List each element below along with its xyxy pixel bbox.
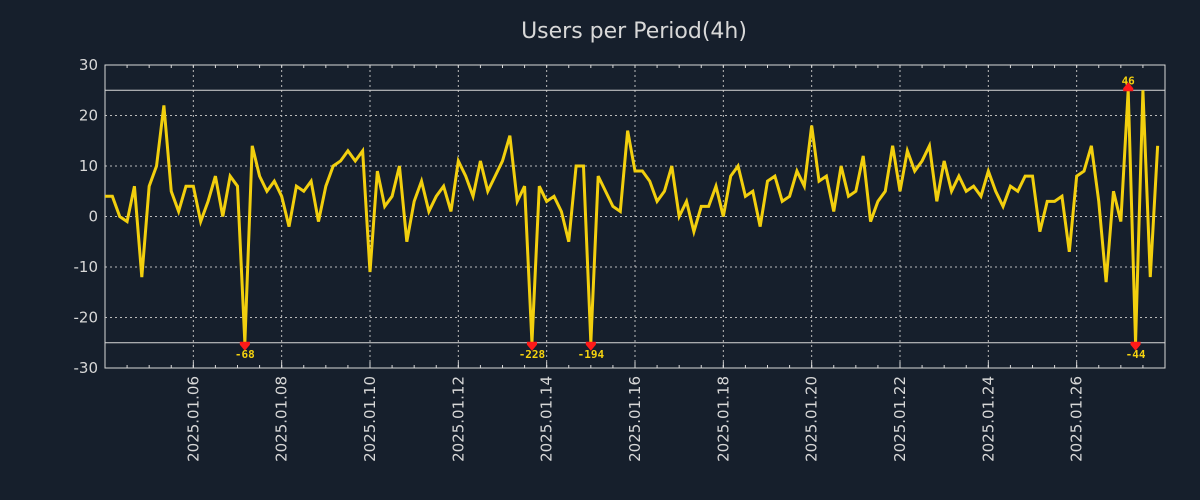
series — [105, 90, 1160, 343]
down-arrow-marker-icon — [1130, 341, 1141, 351]
x-tick-label: 2025.01.22 — [891, 376, 909, 462]
x-tick-label: 2025.01.26 — [1068, 376, 1086, 462]
users-line — [105, 90, 1160, 343]
x-tick-label: 2025.01.20 — [803, 376, 821, 462]
outlier-value-label: -194 — [578, 348, 605, 361]
outlier-markers: -68 -228 -194 46 -44 — [235, 74, 1146, 361]
down-arrow-marker-icon — [239, 341, 250, 351]
x-tick-label: 2025.01.06 — [184, 376, 202, 462]
x-tick-label: 2025.01.12 — [449, 376, 467, 462]
x-tick-label: 2025.01.08 — [273, 376, 291, 462]
grid — [105, 65, 1165, 368]
y-tick-label: 20 — [79, 107, 98, 125]
y-tick-label: 10 — [79, 157, 98, 175]
up-arrow-marker-icon — [1123, 82, 1134, 92]
x-tick-label: 2025.01.16 — [626, 376, 644, 462]
down-arrow-marker-icon — [526, 341, 537, 351]
chart-title: Users per Period(4h) — [521, 19, 747, 44]
y-tick-label: 30 — [79, 56, 98, 74]
outlier-value-label: -44 — [1126, 348, 1146, 361]
axes: -30 -20 -10 0 10 20 30 2025.01.06 2025.01.08 2025… — [74, 56, 1166, 462]
down-arrow-marker-icon — [585, 341, 596, 351]
y-tick-label: 0 — [88, 208, 98, 226]
outlier-value-label: -68 — [235, 348, 255, 361]
outlier-value-label: -228 — [519, 348, 546, 361]
x-tick-label: 2025.01.10 — [361, 376, 379, 462]
x-tick-label: 2025.01.24 — [979, 376, 997, 462]
outlier-value-label: 46 — [1122, 74, 1136, 87]
y-tick-label: -30 — [74, 359, 99, 377]
y-tick-label: -10 — [74, 258, 99, 276]
y-tick-label: -20 — [74, 309, 99, 327]
x-tick-label: 2025.01.14 — [538, 376, 556, 462]
x-tick-label: 2025.01.18 — [714, 376, 732, 462]
